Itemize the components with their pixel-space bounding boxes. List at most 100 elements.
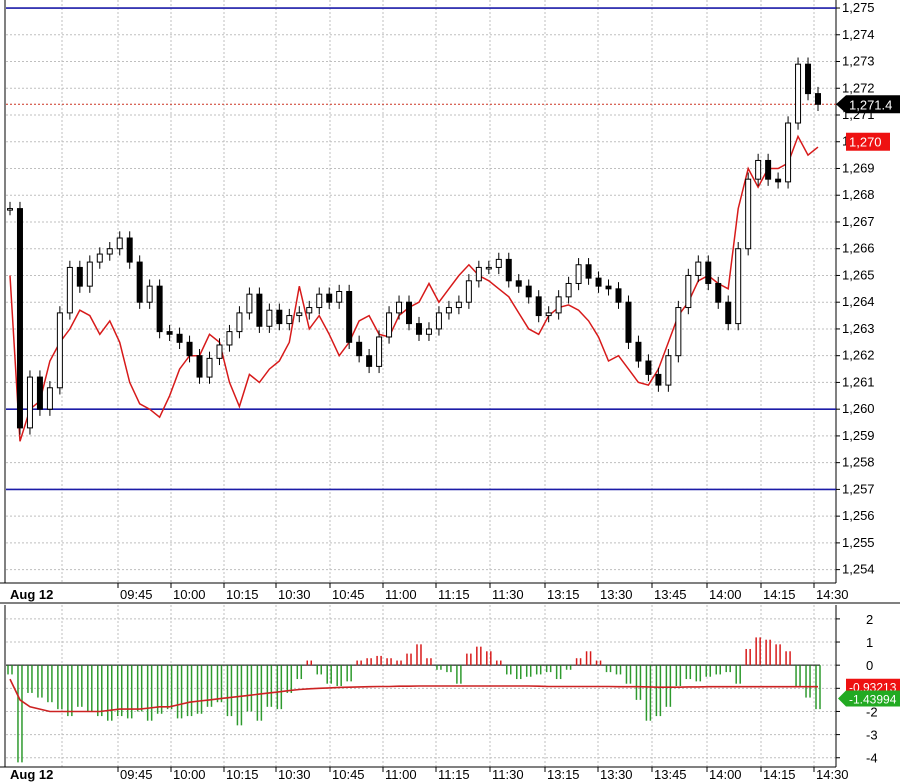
price-candle — [306, 307, 313, 314]
price-axis-label: 1,273 — [842, 54, 875, 69]
price-candle — [406, 301, 413, 325]
price-candle — [465, 280, 472, 303]
x-axis-label: 09:45 — [120, 587, 153, 602]
price-candle — [116, 237, 123, 250]
price-candle — [695, 261, 702, 276]
x-axis-label: 09:45 — [120, 767, 153, 782]
price-axis-label: 1,258 — [842, 455, 875, 470]
price-candle — [485, 266, 492, 270]
x-axis-label: 13:30 — [600, 767, 633, 782]
x-axis-label: 11:30 — [492, 767, 524, 782]
price-candle — [765, 159, 772, 180]
price-candle — [675, 307, 682, 357]
x-axis-label: 11:15 — [438, 767, 470, 782]
histogram-signal-line — [9, 678, 818, 713]
price-candle — [565, 282, 572, 298]
price-candle — [775, 178, 782, 183]
last-price-tag — [836, 95, 900, 114]
x-axis-label: 13:15 — [547, 587, 580, 602]
price-candle — [186, 341, 193, 357]
price-candle — [26, 376, 33, 429]
price-candle — [635, 341, 642, 362]
x-axis-label: 14:00 — [709, 587, 742, 602]
price-candle — [16, 208, 23, 429]
price-candle — [645, 360, 652, 375]
x-axis-label: 10:00 — [173, 767, 206, 782]
price-candle — [595, 277, 602, 287]
price-axis-label: 1,268 — [842, 187, 875, 202]
price-candle — [46, 387, 53, 410]
price-candle — [745, 178, 752, 250]
price-axis-label: 1,274 — [842, 27, 875, 42]
indicator-value-label: 1,270 — [849, 135, 882, 150]
price-candle — [555, 296, 562, 314]
x-axis-label: 11:30 — [492, 587, 524, 602]
histogram-axis-label: -3 — [866, 728, 878, 743]
price-axis-label: 1,259 — [842, 428, 875, 443]
x-axis-label: 10:45 — [332, 587, 365, 602]
price-candle — [455, 301, 462, 309]
price-axis-label: 1,269 — [842, 160, 875, 175]
price-candle — [725, 301, 732, 325]
price-candle — [415, 323, 422, 335]
price-candle — [276, 309, 283, 325]
x-axis-label: 13:30 — [600, 587, 633, 602]
x-axis-label: 10:15 — [226, 587, 259, 602]
price-axis-label: 1,265 — [842, 267, 875, 282]
price-candle — [655, 373, 662, 386]
price-candle — [366, 355, 373, 367]
price-candle — [86, 261, 93, 287]
x-axis-label: 10:30 — [278, 587, 311, 602]
price-candle — [286, 315, 293, 325]
price-candle — [316, 293, 323, 309]
price-candle — [7, 208, 13, 211]
price-candle — [326, 293, 333, 303]
x-axis-label: 11:00 — [385, 587, 417, 602]
price-candle — [515, 280, 522, 287]
price-candle — [535, 296, 542, 317]
price-candle — [336, 291, 343, 303]
price-axis-label: 1,263 — [842, 321, 875, 336]
price-candle — [156, 285, 163, 333]
histogram-value-label: -1.43994 — [849, 692, 897, 706]
price-candle — [785, 122, 792, 183]
price-candle — [615, 288, 622, 303]
price-candle — [296, 312, 303, 317]
price-candle — [705, 261, 712, 284]
price-candle — [216, 344, 223, 359]
histogram-value-tag — [838, 690, 900, 707]
price-candle — [396, 301, 403, 314]
x-axis-label: 14:00 — [709, 767, 742, 782]
x-axis-label: 14:30 — [816, 587, 849, 602]
price-axis-label: 1,255 — [842, 535, 875, 550]
price-axis-label: 1,266 — [842, 241, 875, 256]
price-candle — [66, 266, 73, 314]
price-candle — [246, 293, 253, 314]
histogram-axis-label: 2 — [866, 612, 873, 627]
price-axis-label: 1,256 — [842, 508, 875, 523]
x-axis-label: 10:15 — [226, 767, 259, 782]
price-candle — [585, 264, 592, 279]
price-candle — [475, 266, 482, 282]
histogram-axis-label: 1 — [866, 635, 873, 650]
price-candle — [435, 312, 442, 330]
histogram-axis-label: 0 — [866, 658, 873, 673]
price-candle — [176, 333, 183, 343]
price-candle — [755, 159, 762, 180]
price-candle — [545, 312, 552, 317]
price-candle — [96, 253, 103, 263]
price-candle — [805, 63, 812, 95]
price-axis-label: 1,262 — [842, 348, 875, 363]
price-candle — [795, 63, 802, 124]
price-candle — [715, 282, 722, 303]
x-axis-label: 10:45 — [332, 767, 365, 782]
price-candle — [206, 357, 213, 378]
price-candle — [505, 258, 512, 282]
price-candle — [425, 328, 432, 335]
price-axis-label: 1,254 — [842, 562, 875, 577]
x-axis-label: 14:15 — [763, 587, 796, 602]
x-axis-label: 14:15 — [763, 767, 796, 782]
price-candle — [106, 248, 113, 255]
price-candle — [445, 307, 452, 314]
